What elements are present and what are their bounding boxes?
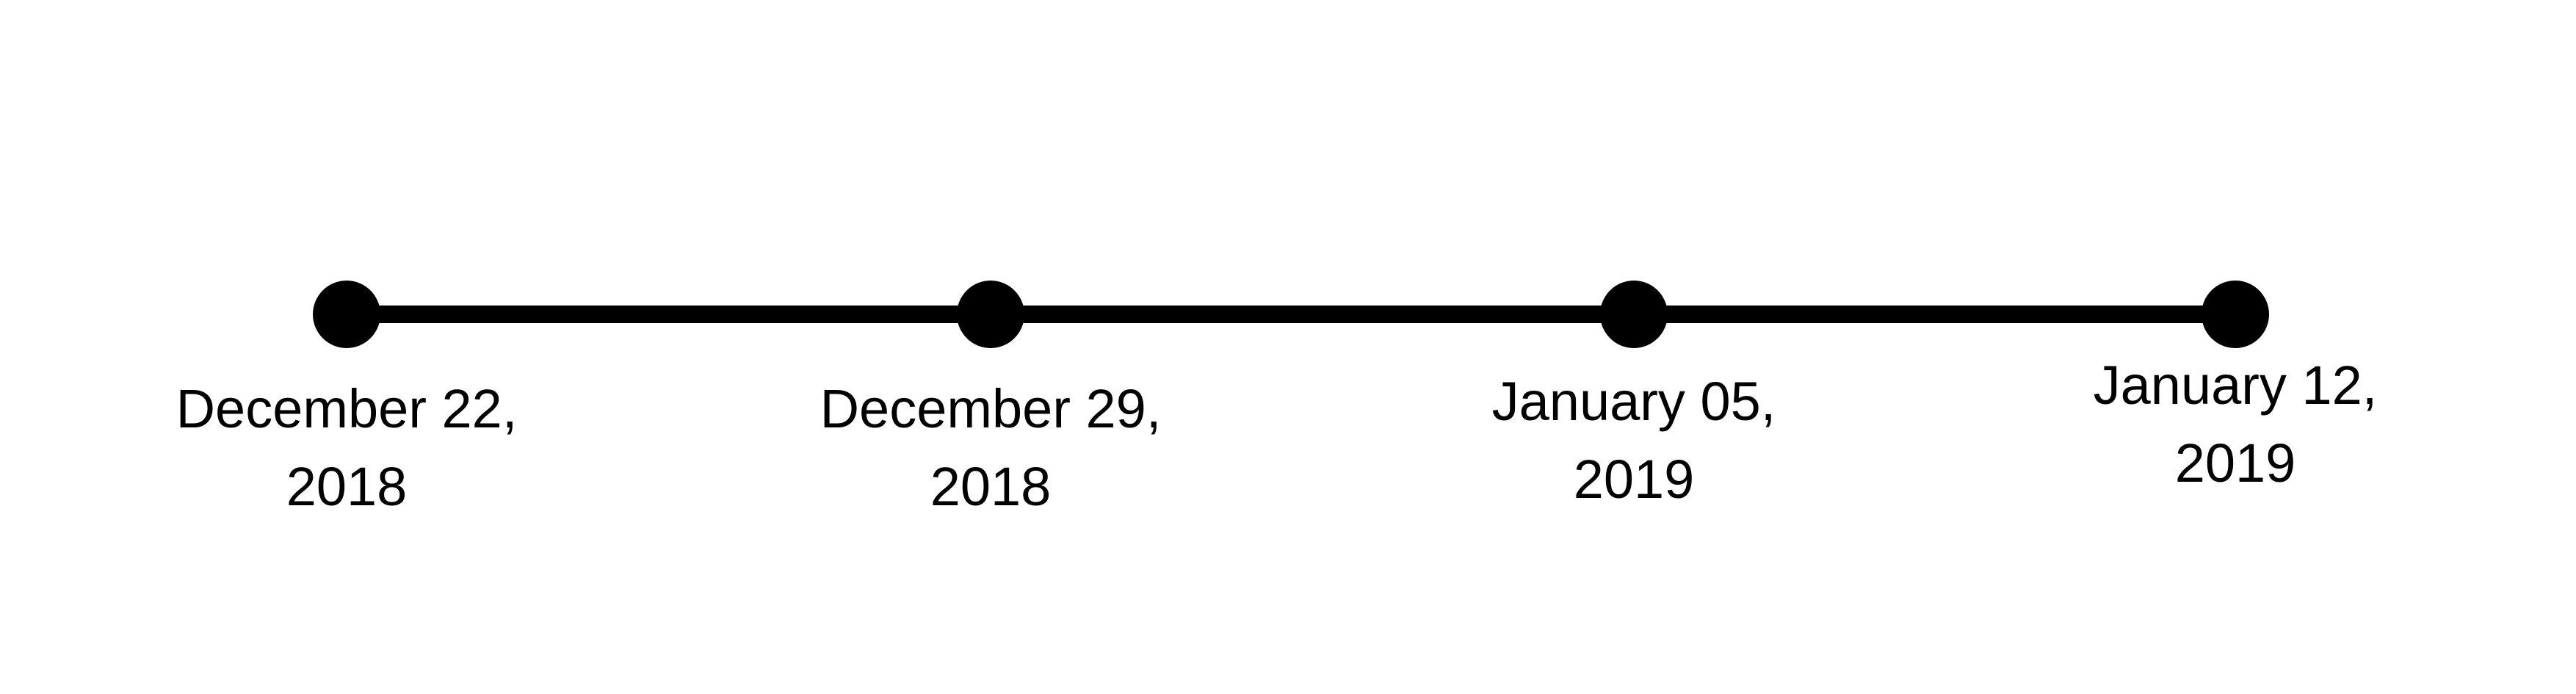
milestone-dot (313, 281, 380, 348)
milestone-year: 2019 (2174, 433, 2296, 494)
milestone-year: 2018 (930, 456, 1052, 517)
milestone-date-line: January 05, (1491, 371, 1776, 432)
milestone-label: January 05, 2019 (1428, 363, 1839, 518)
milestone-label: December 29, 2018 (785, 370, 1196, 526)
milestone-label: December 22, 2018 (141, 370, 552, 526)
milestone-date-line: January 12, (2093, 355, 2378, 416)
milestone-year: 2019 (1573, 449, 1695, 510)
milestone-dot (957, 281, 1024, 348)
milestone-dot (1600, 281, 1668, 348)
timeline-line (347, 306, 2235, 323)
milestone-date-line: December 22, (176, 378, 518, 439)
milestone-year: 2018 (286, 456, 408, 517)
milestone-label: January 12, 2019 (2030, 347, 2441, 502)
milestone-date-line: December 29, (820, 378, 1162, 439)
milestone-dot (2201, 281, 2269, 348)
